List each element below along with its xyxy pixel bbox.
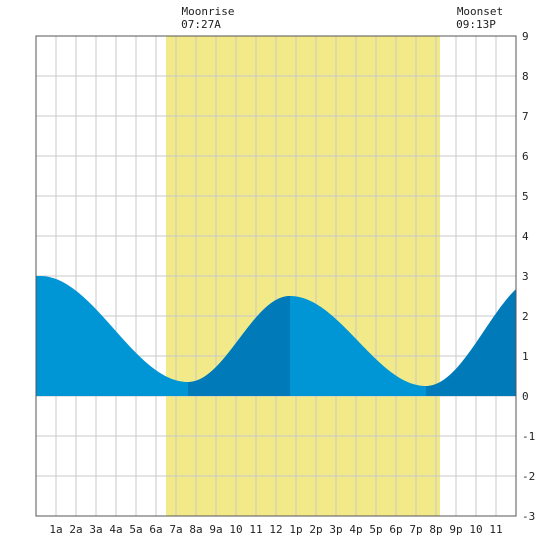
moonrise-time: 07:27A (181, 18, 221, 31)
x-tick-label: 1p (289, 523, 302, 536)
x-tick-label: 3a (89, 523, 102, 536)
x-tick-label: 3p (329, 523, 342, 536)
x-tick-label: 8a (189, 523, 202, 536)
x-tick-label: 9a (209, 523, 222, 536)
grid-layer (36, 36, 516, 516)
y-tick-label: 9 (522, 30, 529, 43)
x-tick-label: 4a (109, 523, 122, 536)
y-tick-label: 5 (522, 190, 529, 203)
x-tick-label: 2a (69, 523, 82, 536)
x-tick-label: 5p (369, 523, 382, 536)
tide-area-dark-segment (426, 289, 516, 396)
x-tick-label: 5a (129, 523, 142, 536)
y-tick-label: -3 (522, 510, 535, 523)
moonrise-label: Moonrise (182, 5, 235, 18)
tide-layer (36, 276, 516, 396)
x-tick-label: 12 (269, 523, 282, 536)
x-tick-label: 7a (169, 523, 182, 536)
y-tick-label: 8 (522, 70, 529, 83)
y-tick-label: -2 (522, 470, 535, 483)
y-tick-labels: -3 -2 -1 0 1 2 3 4 5 6 7 8 9 (522, 30, 535, 523)
y-tick-label: 7 (522, 110, 529, 123)
y-tick-label: 4 (522, 230, 529, 243)
x-tick-label: 10 (229, 523, 242, 536)
x-tick-label: 6p (389, 523, 402, 536)
y-tick-label: 1 (522, 350, 529, 363)
x-tick-label: 8p (429, 523, 442, 536)
x-tick-label: 6a (149, 523, 162, 536)
x-tick-label: 4p (349, 523, 362, 536)
x-tick-label: 2p (309, 523, 322, 536)
plot-frame (35, 35, 517, 517)
y-tick-label: 6 (522, 150, 529, 163)
x-tick-label: 1a (49, 523, 62, 536)
x-tick-label: 11 (249, 523, 262, 536)
y-tick-label: 2 (522, 310, 529, 323)
tide-area-dark-segment (188, 296, 290, 396)
x-tick-label: 7p (409, 523, 422, 536)
x-tick-label: 9p (449, 523, 462, 536)
moonset-label: Moonset (457, 5, 503, 18)
y-tick-label: 0 (522, 390, 529, 403)
x-tick-label: 10 (469, 523, 482, 536)
y-tick-label: -1 (522, 430, 535, 443)
x-tick-label: 11 (489, 523, 502, 536)
moonset-time: 09:13P (456, 18, 496, 31)
x-tick-labels: 1a 2a 3a 4a 5a 6a 7a 8a 9a 10 11 12 1p 2p 3p 4p 5p 6p 7p 8p… (49, 523, 502, 536)
y-tick-label: 3 (522, 270, 529, 283)
